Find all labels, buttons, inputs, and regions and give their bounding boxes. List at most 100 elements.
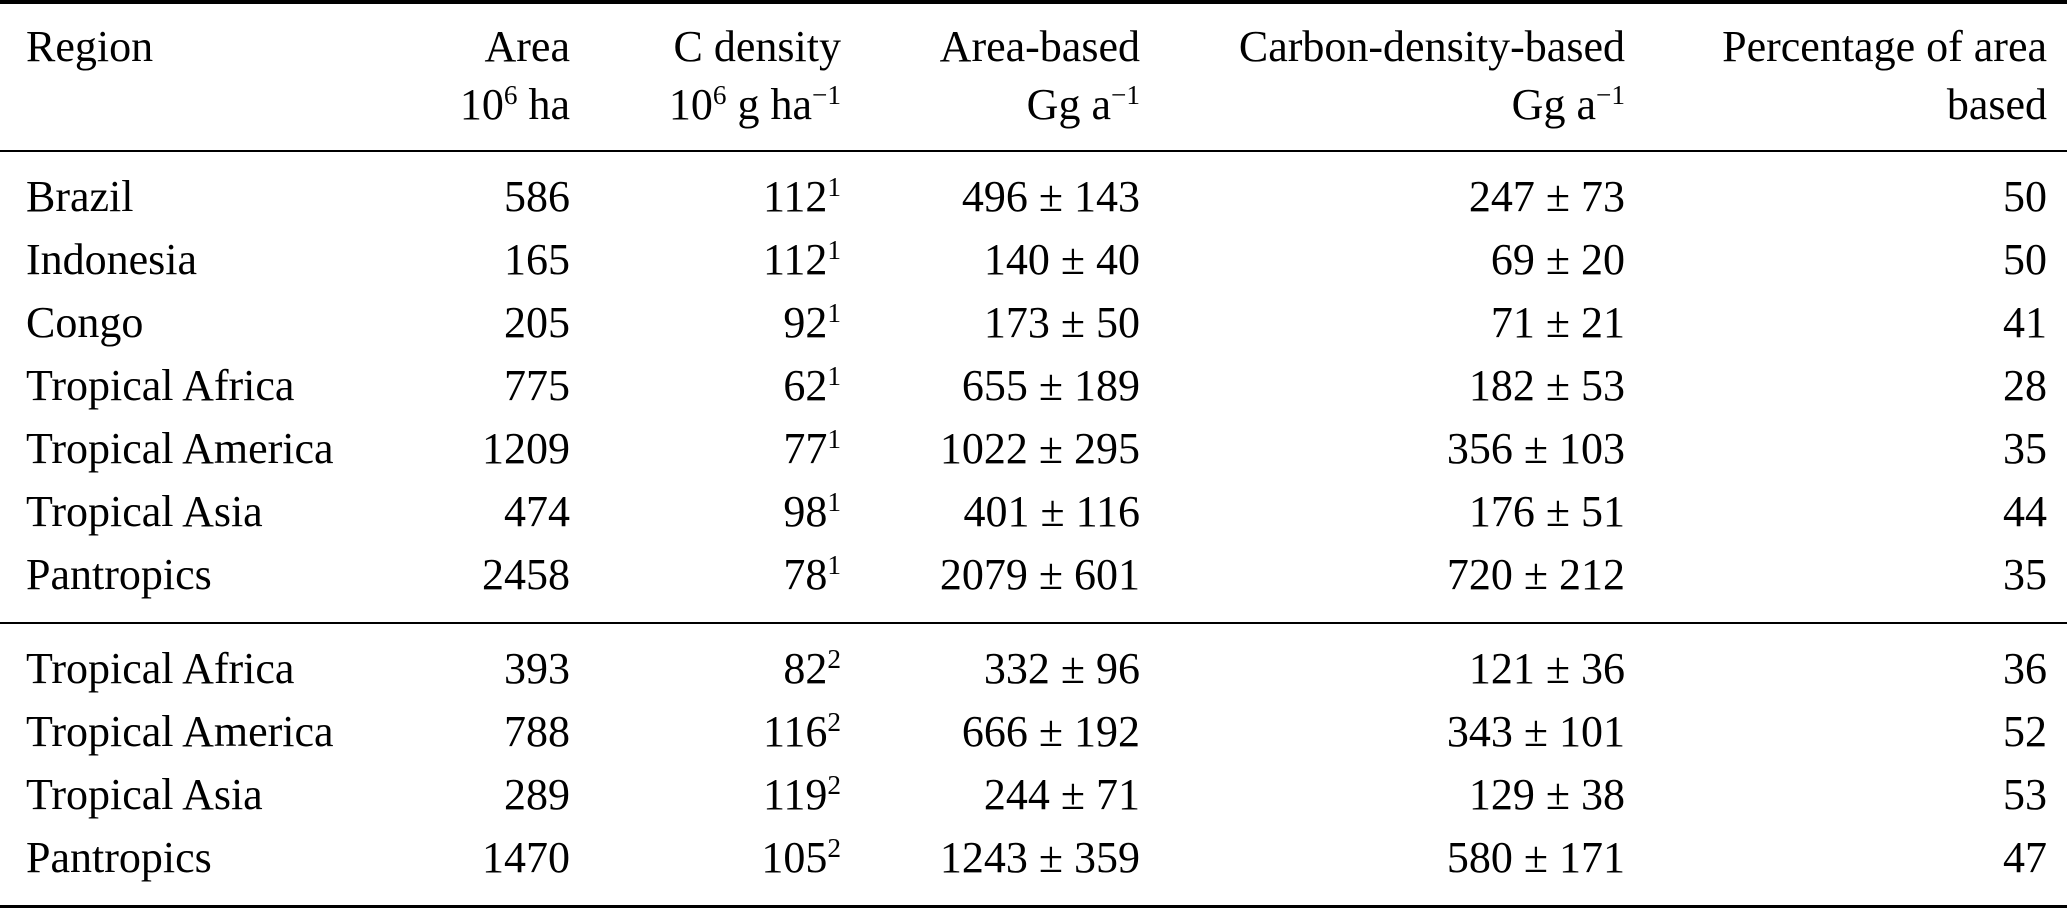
cell-area: 2458 xyxy=(482,550,570,599)
footnote-ref: 2 xyxy=(827,644,841,674)
cell-area: 586 xyxy=(504,172,570,221)
cell-cdensity: 781 xyxy=(783,550,841,599)
header-area-title: Area xyxy=(484,22,571,71)
table-row: Tropical Africa 775 621 655 ± 189 182 ± … xyxy=(0,354,2067,417)
cell-area-based: 244 ± 71 xyxy=(983,770,1140,819)
cell-area-based: 496 ± 143 xyxy=(961,172,1140,221)
cell-cdensity: 822 xyxy=(783,644,841,693)
cell-region: Indonesia xyxy=(26,235,198,284)
cell-pct: 36 xyxy=(2003,644,2047,693)
header-cdensity-unit: 106 g ha−1 xyxy=(668,80,841,129)
cell-area-based: 1243 ± 359 xyxy=(939,833,1140,882)
header-pct-title-line2: based xyxy=(1946,80,2047,129)
cell-cdensity: 1121 xyxy=(762,235,841,284)
cell-pct: 50 xyxy=(2003,172,2047,221)
cell-area: 205 xyxy=(504,298,570,347)
footnote-ref: 1 xyxy=(827,361,841,391)
cell-pct: 44 xyxy=(2003,487,2047,536)
cell-cdensity: 1121 xyxy=(762,172,841,221)
cell-area-based: 401 ± 116 xyxy=(963,487,1140,536)
cell-pct: 28 xyxy=(2003,361,2047,410)
cell-cdensity: 771 xyxy=(783,424,841,473)
footnote-ref: 1 xyxy=(827,487,841,517)
col-header-pct: Percentage of area based xyxy=(1625,2,2067,152)
cell-region: Pantropics xyxy=(26,550,212,599)
header-cdensity-title: C density xyxy=(673,22,841,71)
table-section-2: Tropical Africa 393 822 332 ± 96 121 ± 3… xyxy=(0,623,2067,907)
cell-cdensity: 621 xyxy=(783,361,841,410)
col-header-area-based: Area-based Gg a−1 xyxy=(841,2,1140,152)
table-header: Region Area 106 ha C density 106 g ha−1 … xyxy=(0,2,2067,152)
cell-region: Congo xyxy=(26,298,144,347)
cell-pct: 35 xyxy=(2003,550,2047,599)
header-area-based-title: Area-based xyxy=(939,22,1140,71)
table-row: Tropical Africa 393 822 332 ± 96 121 ± 3… xyxy=(0,623,2067,700)
footnote-ref: 1 xyxy=(827,298,841,328)
cell-cdensity: 981 xyxy=(783,487,841,536)
cell-cd-based: 176 ± 51 xyxy=(1468,487,1625,536)
exponent: −1 xyxy=(1595,80,1625,110)
table-row: Pantropics 1470 1052 1243 ± 359 580 ± 17… xyxy=(0,826,2067,907)
header-area-based-unit: Gg a−1 xyxy=(1026,80,1140,129)
cell-region: Tropical America xyxy=(26,707,334,756)
cell-cd-based: 69 ± 20 xyxy=(1490,235,1625,284)
footnote-ref: 2 xyxy=(827,770,841,800)
cell-area: 1209 xyxy=(482,424,570,473)
col-header-cd-based: Carbon-density-based Gg a−1 xyxy=(1140,2,1625,152)
cell-area-based: 173 ± 50 xyxy=(983,298,1140,347)
table-row: Congo 205 921 173 ± 50 71 ± 21 41 xyxy=(0,291,2067,354)
cell-region: Tropical Asia xyxy=(26,770,263,819)
footnote-ref: 1 xyxy=(827,172,841,202)
col-header-area: Area 106 ha xyxy=(320,2,571,152)
cell-cd-based: 580 ± 171 xyxy=(1446,833,1625,882)
cell-region: Tropical America xyxy=(26,424,334,473)
cell-area-based: 1022 ± 295 xyxy=(939,424,1140,473)
cell-cd-based: 343 ± 101 xyxy=(1446,707,1625,756)
cell-area: 474 xyxy=(504,487,570,536)
table-row: Tropical Asia 289 1192 244 ± 71 129 ± 38… xyxy=(0,763,2067,826)
cell-area-based: 2079 ± 601 xyxy=(939,550,1140,599)
table-section-1: Brazil 586 1121 496 ± 143 247 ± 73 50 In… xyxy=(0,151,2067,623)
cell-cd-based: 182 ± 53 xyxy=(1468,361,1625,410)
cell-area-based: 655 ± 189 xyxy=(961,361,1140,410)
cell-cd-based: 121 ± 36 xyxy=(1468,644,1625,693)
cell-area: 393 xyxy=(504,644,570,693)
cell-pct: 41 xyxy=(2003,298,2047,347)
header-cd-based-unit: Gg a−1 xyxy=(1511,80,1625,129)
cell-cd-based: 356 ± 103 xyxy=(1446,424,1625,473)
cell-cdensity: 921 xyxy=(783,298,841,347)
cell-pct: 53 xyxy=(2003,770,2047,819)
col-header-region: Region xyxy=(0,2,320,152)
cell-area: 165 xyxy=(504,235,570,284)
footnote-ref: 1 xyxy=(827,235,841,265)
footnote-ref: 1 xyxy=(827,424,841,454)
cell-region: Tropical Asia xyxy=(26,487,263,536)
table-row: Tropical Asia 474 981 401 ± 116 176 ± 51… xyxy=(0,480,2067,543)
footnote-ref: 2 xyxy=(827,833,841,863)
footnote-ref: 2 xyxy=(827,707,841,737)
cell-region: Tropical Africa xyxy=(26,644,295,693)
cell-cd-based: 71 ± 21 xyxy=(1490,298,1625,347)
exponent: 6 xyxy=(503,80,518,110)
footnote-ref: 1 xyxy=(827,550,841,580)
exponent: −1 xyxy=(811,80,841,110)
cell-pct: 35 xyxy=(2003,424,2047,473)
header-cd-based-title: Carbon-density-based xyxy=(1238,22,1625,71)
header-region-title: Region xyxy=(26,22,154,71)
cell-cd-based: 720 ± 212 xyxy=(1446,550,1625,599)
cell-area-based: 140 ± 40 xyxy=(983,235,1140,284)
cell-cd-based: 247 ± 73 xyxy=(1468,172,1625,221)
col-header-cdensity: C density 106 g ha−1 xyxy=(570,2,841,152)
exponent: 6 xyxy=(712,80,727,110)
table-row: Tropical America 1209 771 1022 ± 295 356… xyxy=(0,417,2067,480)
cell-cd-based: 129 ± 38 xyxy=(1468,770,1625,819)
cell-area: 1470 xyxy=(482,833,570,882)
cell-area: 289 xyxy=(504,770,570,819)
cell-area: 788 xyxy=(504,707,570,756)
cell-area-based: 332 ± 96 xyxy=(983,644,1140,693)
cell-pct: 50 xyxy=(2003,235,2047,284)
cell-area-based: 666 ± 192 xyxy=(961,707,1140,756)
exponent: −1 xyxy=(1110,80,1140,110)
